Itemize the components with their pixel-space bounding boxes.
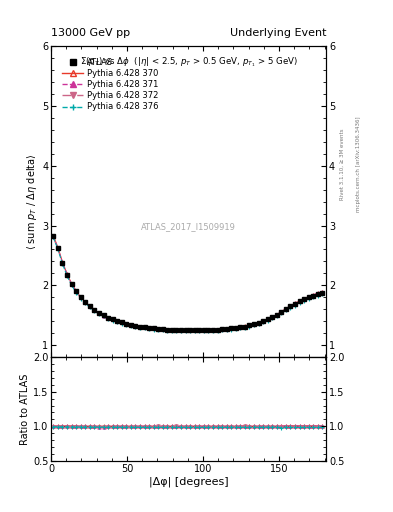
Y-axis label: Ratio to ATLAS: Ratio to ATLAS [20, 373, 30, 444]
Text: Rivet 3.1.10, ≥ 3M events: Rivet 3.1.10, ≥ 3M events [340, 128, 345, 200]
Text: 13000 GeV pp: 13000 GeV pp [51, 28, 130, 38]
Legend: ATLAS, Pythia 6.428 370, Pythia 6.428 371, Pythia 6.428 372, Pythia 6.428 376: ATLAS, Pythia 6.428 370, Pythia 6.428 37… [61, 56, 160, 113]
Text: $\Sigma(p_T)$ vs $\Delta\phi$  ($|\eta|$ < 2.5, $p_T$ > 0.5 GeV, $p_{T_1}$ > 5 G: $\Sigma(p_T)$ vs $\Delta\phi$ ($|\eta|$ … [80, 55, 298, 69]
Text: ATLAS_2017_I1509919: ATLAS_2017_I1509919 [141, 222, 236, 231]
Y-axis label: $\langle$ sum $p_T$ / $\Delta\eta$ delta$\rangle$: $\langle$ sum $p_T$ / $\Delta\eta$ delta… [25, 154, 39, 250]
X-axis label: |Δφ| [degrees]: |Δφ| [degrees] [149, 476, 228, 487]
Text: Underlying Event: Underlying Event [230, 28, 326, 38]
Text: mcplots.cern.ch [arXiv:1306.3436]: mcplots.cern.ch [arXiv:1306.3436] [356, 116, 361, 211]
